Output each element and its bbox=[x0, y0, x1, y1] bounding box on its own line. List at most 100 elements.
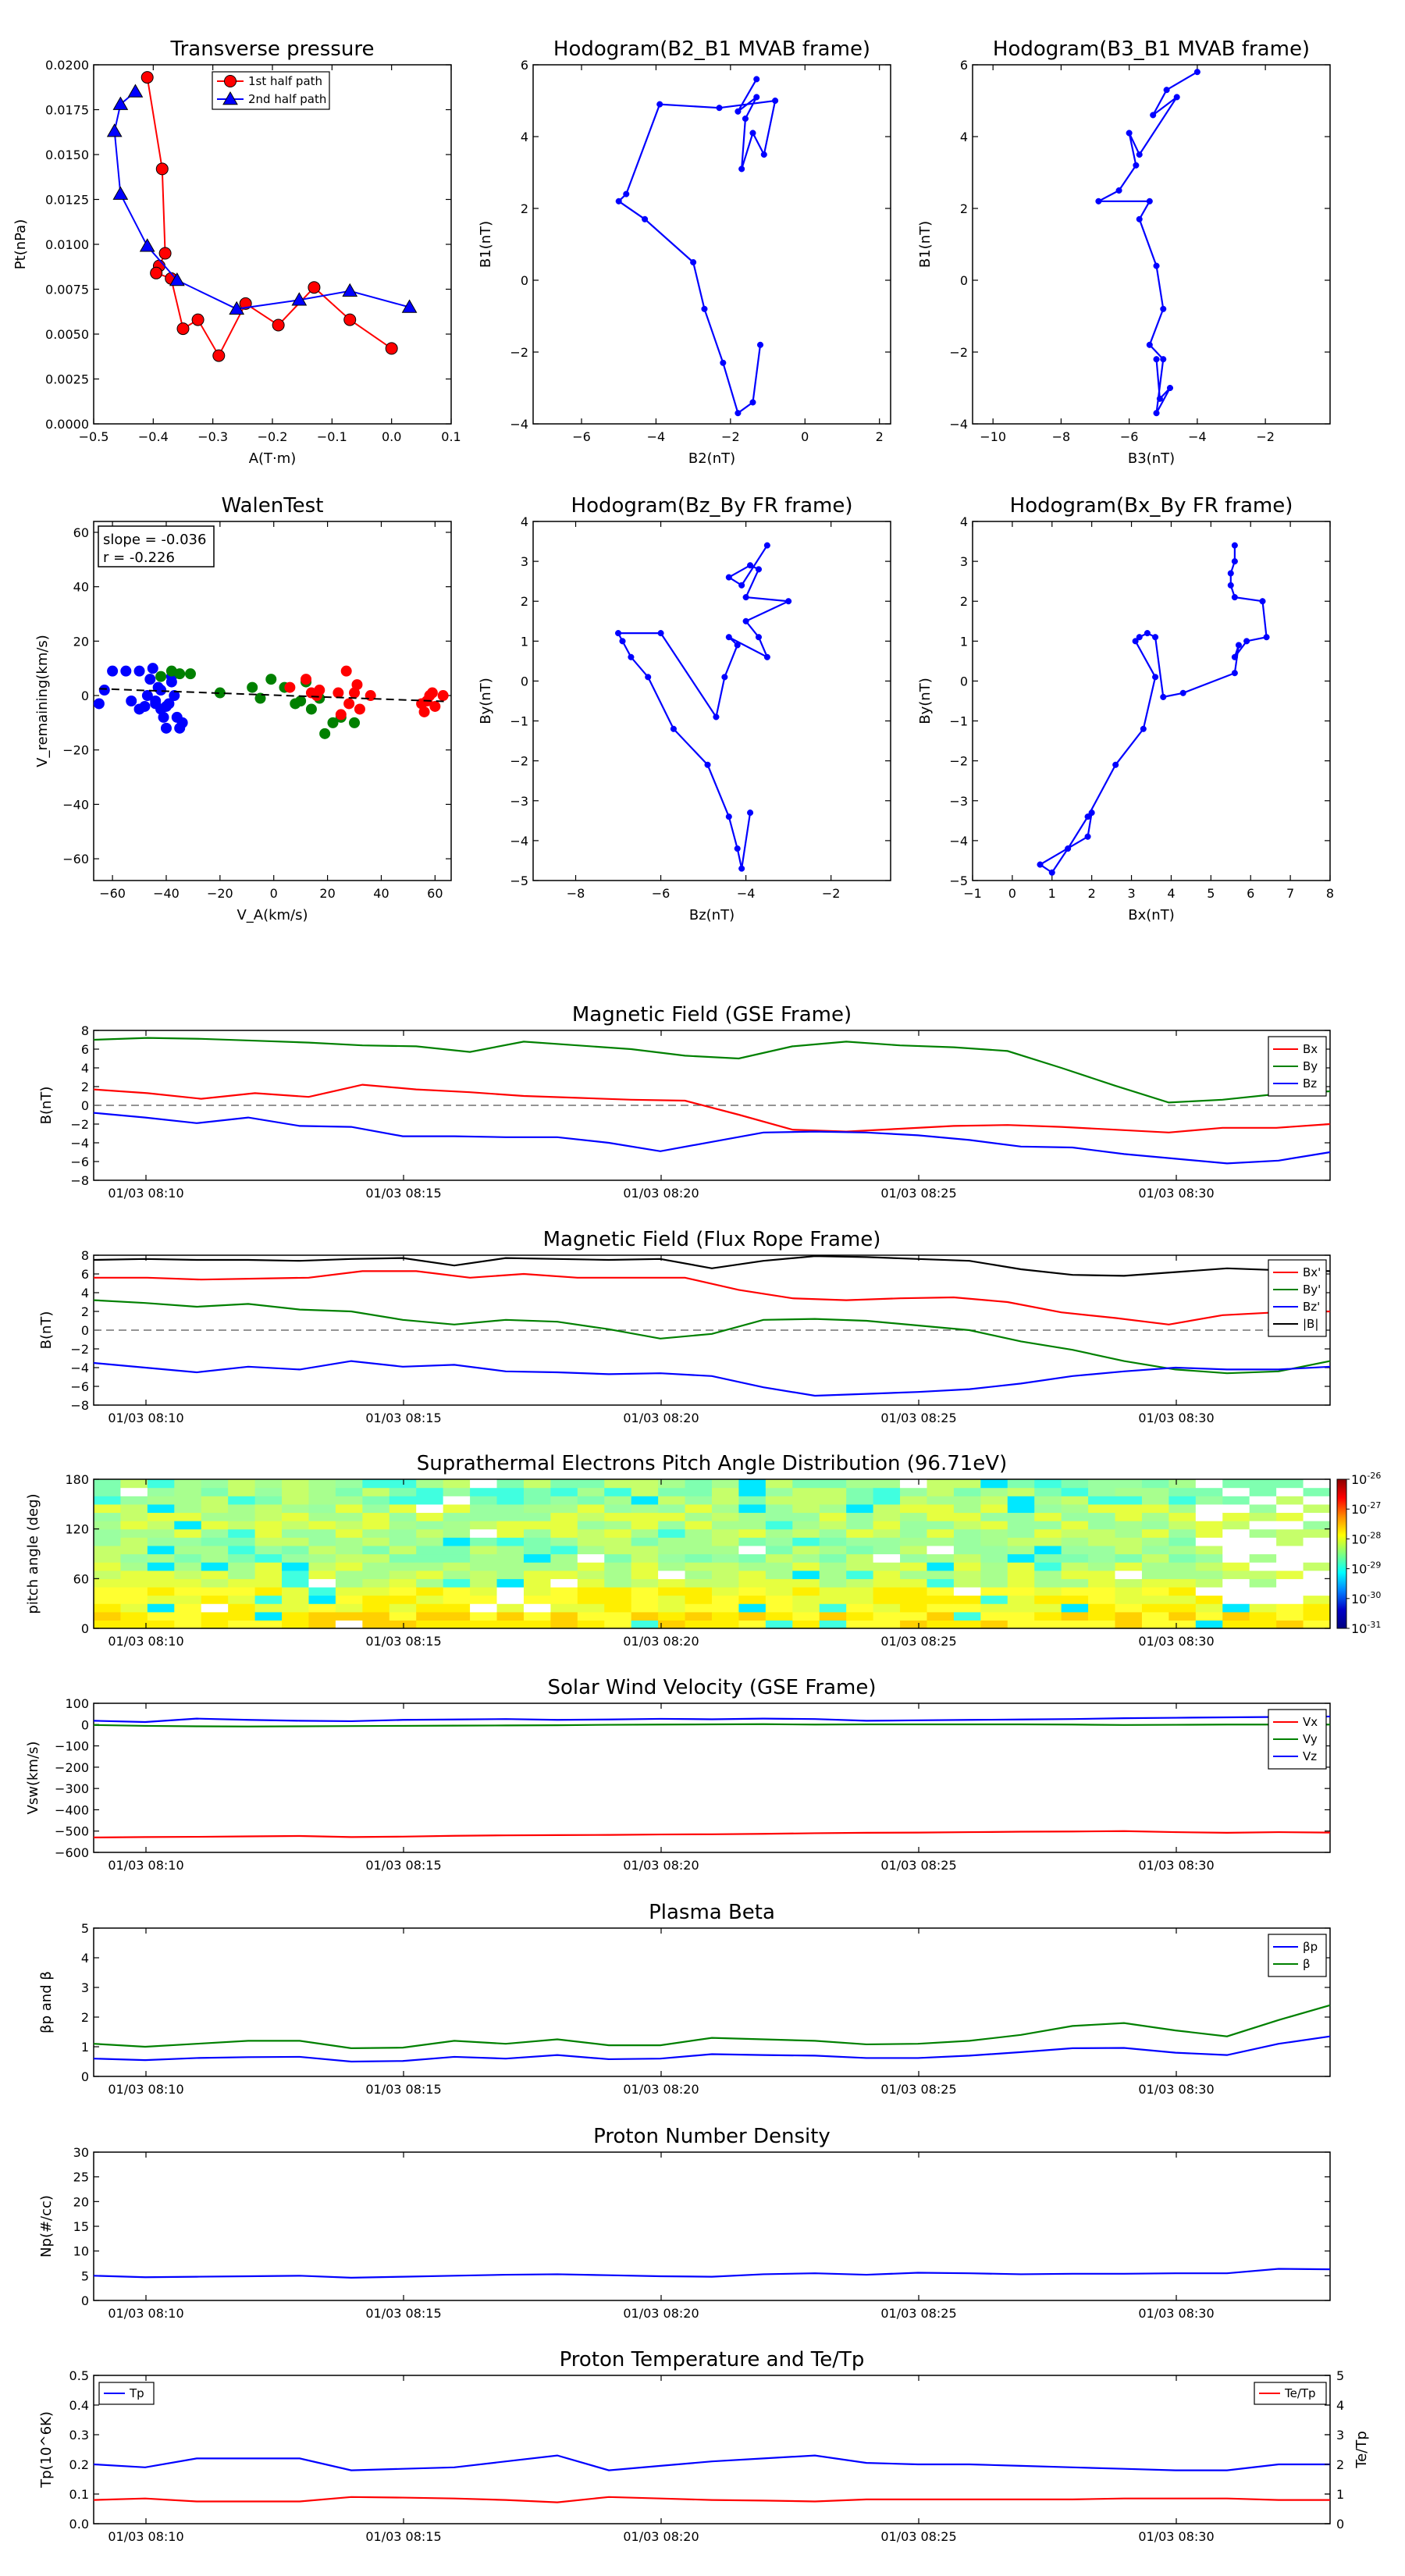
pad-cell bbox=[631, 1487, 659, 1496]
pad-cell bbox=[738, 1586, 767, 1596]
pad-cell bbox=[1061, 1603, 1089, 1613]
pad-cell bbox=[362, 1562, 390, 1571]
pad-cell bbox=[1141, 1553, 1169, 1563]
h3-point bbox=[670, 725, 677, 732]
pad-cell bbox=[416, 1521, 444, 1530]
pad-cell bbox=[308, 1586, 336, 1596]
pad-ytick-label: 60 bbox=[73, 1571, 89, 1586]
pad-cell bbox=[523, 1570, 551, 1579]
pad-cell bbox=[846, 1595, 874, 1604]
pad-cell bbox=[1115, 1528, 1143, 1538]
pad-cell bbox=[496, 1487, 525, 1496]
pad-colorbar-exp: -26 bbox=[1367, 1471, 1381, 1481]
h4-ytick-label: −4 bbox=[949, 834, 968, 849]
pad-cell bbox=[1088, 1595, 1116, 1604]
pad-cell bbox=[94, 1537, 122, 1546]
temp-ytick-label: 0.1 bbox=[69, 2487, 89, 2502]
h4-ylabel: By(nT) bbox=[917, 678, 934, 724]
pad-cell bbox=[873, 1578, 901, 1588]
pad-cell bbox=[201, 1503, 229, 1514]
pad-cell bbox=[792, 1545, 820, 1555]
mag_fr-ytick-label: −8 bbox=[70, 1398, 89, 1413]
pad-cell bbox=[496, 1479, 525, 1489]
pad-cell bbox=[147, 1562, 175, 1571]
pad-cell bbox=[927, 1586, 955, 1596]
pad-cell bbox=[1034, 1611, 1062, 1621]
pad-cell bbox=[1034, 1578, 1062, 1588]
pad-cell bbox=[1088, 1586, 1116, 1596]
pad-cell bbox=[712, 1487, 740, 1496]
h3-point bbox=[755, 634, 763, 641]
h4-point bbox=[1231, 594, 1238, 601]
pad-cell bbox=[1249, 1496, 1277, 1505]
h2-xlabel: B3(nT) bbox=[1128, 450, 1175, 467]
pad-cell bbox=[631, 1545, 659, 1555]
h2-point bbox=[1153, 262, 1160, 269]
pad-cell bbox=[1168, 1570, 1197, 1579]
pad-cell bbox=[900, 1570, 928, 1579]
pad-cell bbox=[1115, 1620, 1143, 1629]
pad-cell bbox=[201, 1611, 229, 1621]
pad-cell bbox=[282, 1562, 310, 1571]
temp-ytick-label: 0.0 bbox=[69, 2517, 89, 2532]
pad-cell bbox=[658, 1611, 686, 1621]
pad-cell bbox=[927, 1578, 955, 1588]
pad-cell bbox=[1249, 1620, 1277, 1629]
walen-point bbox=[107, 665, 119, 677]
pad-cell bbox=[631, 1578, 659, 1588]
h3-panel: Hodogram(Bz_By FR frame) −5 −4 −3 −2 −1 0 1 2 3 4 −… bbox=[478, 494, 891, 923]
pad-cell bbox=[658, 1479, 686, 1489]
pad-cell bbox=[765, 1479, 793, 1489]
h3-xtick-label: −2 bbox=[822, 886, 841, 901]
h2-frame bbox=[972, 64, 1331, 425]
temp-ytick-label: 0.4 bbox=[69, 2398, 89, 2413]
pad-cell bbox=[523, 1528, 551, 1538]
h4-point bbox=[1259, 598, 1266, 605]
pad-cell bbox=[1141, 1586, 1169, 1596]
h1-point bbox=[760, 151, 767, 158]
pad-cell bbox=[228, 1545, 256, 1555]
beta-ytick-label: 4 bbox=[81, 1951, 89, 1966]
pad-cell bbox=[658, 1503, 686, 1514]
pad-cell bbox=[147, 1595, 175, 1604]
pad-cell bbox=[1061, 1562, 1089, 1571]
walen-point bbox=[437, 690, 449, 702]
vsw-ytick-label: −400 bbox=[55, 1802, 89, 1817]
pad-cell bbox=[765, 1586, 793, 1596]
pad-cell bbox=[308, 1611, 336, 1621]
tp-point-1st bbox=[385, 342, 398, 355]
mag_fr-ytick-label: 0 bbox=[81, 1323, 89, 1338]
h4-xlabel: Bx(nT) bbox=[1128, 907, 1174, 923]
h2-ytick-label: 6 bbox=[960, 58, 968, 73]
pad-cell bbox=[900, 1479, 928, 1489]
pad-cell bbox=[765, 1603, 793, 1613]
pad-cell bbox=[1303, 1611, 1331, 1621]
beta-xtick-label: 01/03 08:20 bbox=[623, 2082, 699, 2097]
pad-cell bbox=[523, 1487, 551, 1496]
pad-cell bbox=[1061, 1479, 1089, 1489]
tp-point-1st bbox=[212, 349, 226, 362]
pad-cell bbox=[1195, 1562, 1223, 1571]
pad-cell bbox=[308, 1570, 336, 1579]
pad-frame bbox=[93, 1478, 1331, 1629]
h2-point bbox=[1160, 356, 1167, 363]
walen-xtick-label: 0 bbox=[270, 886, 278, 901]
pad-cell bbox=[1088, 1620, 1116, 1629]
pad-cell bbox=[873, 1586, 901, 1596]
pad-cell bbox=[496, 1586, 525, 1596]
walen-point bbox=[147, 663, 158, 674]
pad-cell bbox=[389, 1496, 417, 1505]
pad-cell bbox=[174, 1487, 202, 1496]
pad-cell bbox=[604, 1487, 632, 1496]
pad-cell bbox=[953, 1578, 981, 1588]
h1-point bbox=[735, 108, 742, 115]
walen-ytick-label: −40 bbox=[62, 797, 89, 812]
pad-cell bbox=[685, 1553, 713, 1563]
pad-cell bbox=[685, 1611, 713, 1621]
pad-cell bbox=[228, 1487, 256, 1496]
pad-cell bbox=[846, 1562, 874, 1571]
pad-cell bbox=[712, 1562, 740, 1571]
np-ytick-label: 25 bbox=[73, 2170, 89, 2185]
pad-cell bbox=[496, 1611, 525, 1621]
